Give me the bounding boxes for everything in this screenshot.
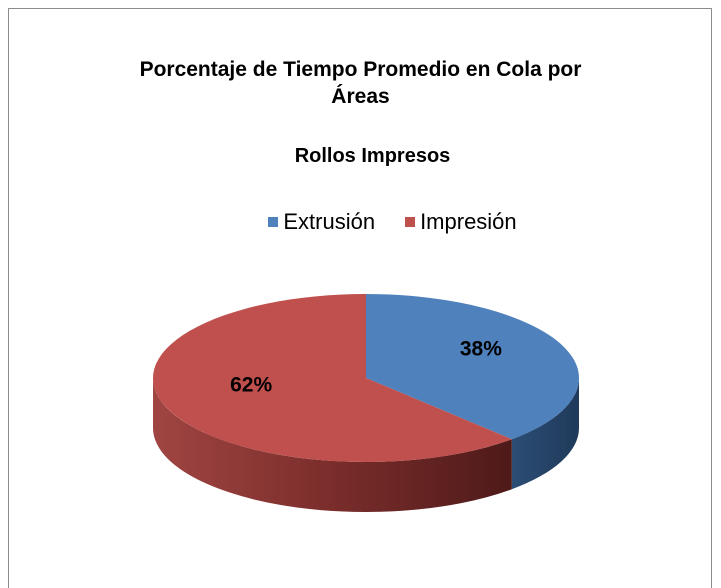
legend-swatch [405, 217, 416, 227]
chart-title: Porcentaje de Tiempo Promedio en Cola po… [139, 58, 582, 108]
slice-side [153, 378, 512, 513]
legend: Extrusión Impresión [0, 209, 721, 235]
chart-frame [8, 8, 712, 588]
legend-item: Impresión [405, 209, 517, 235]
slice-side [511, 378, 579, 490]
title-box: Porcentaje de Tiempo Promedio en Cola po… [0, 56, 721, 110]
slice [366, 294, 580, 440]
slice [153, 294, 512, 462]
legend-item: Extrusión [268, 209, 375, 235]
data-label: 38% [460, 338, 502, 361]
legend-label: Extrusión [283, 209, 376, 234]
chart-subtitle: Rollos Impresos [294, 145, 451, 167]
legend-swatch [268, 217, 279, 227]
data-label: 62% [230, 373, 272, 396]
legend-label: Impresión [420, 209, 517, 234]
